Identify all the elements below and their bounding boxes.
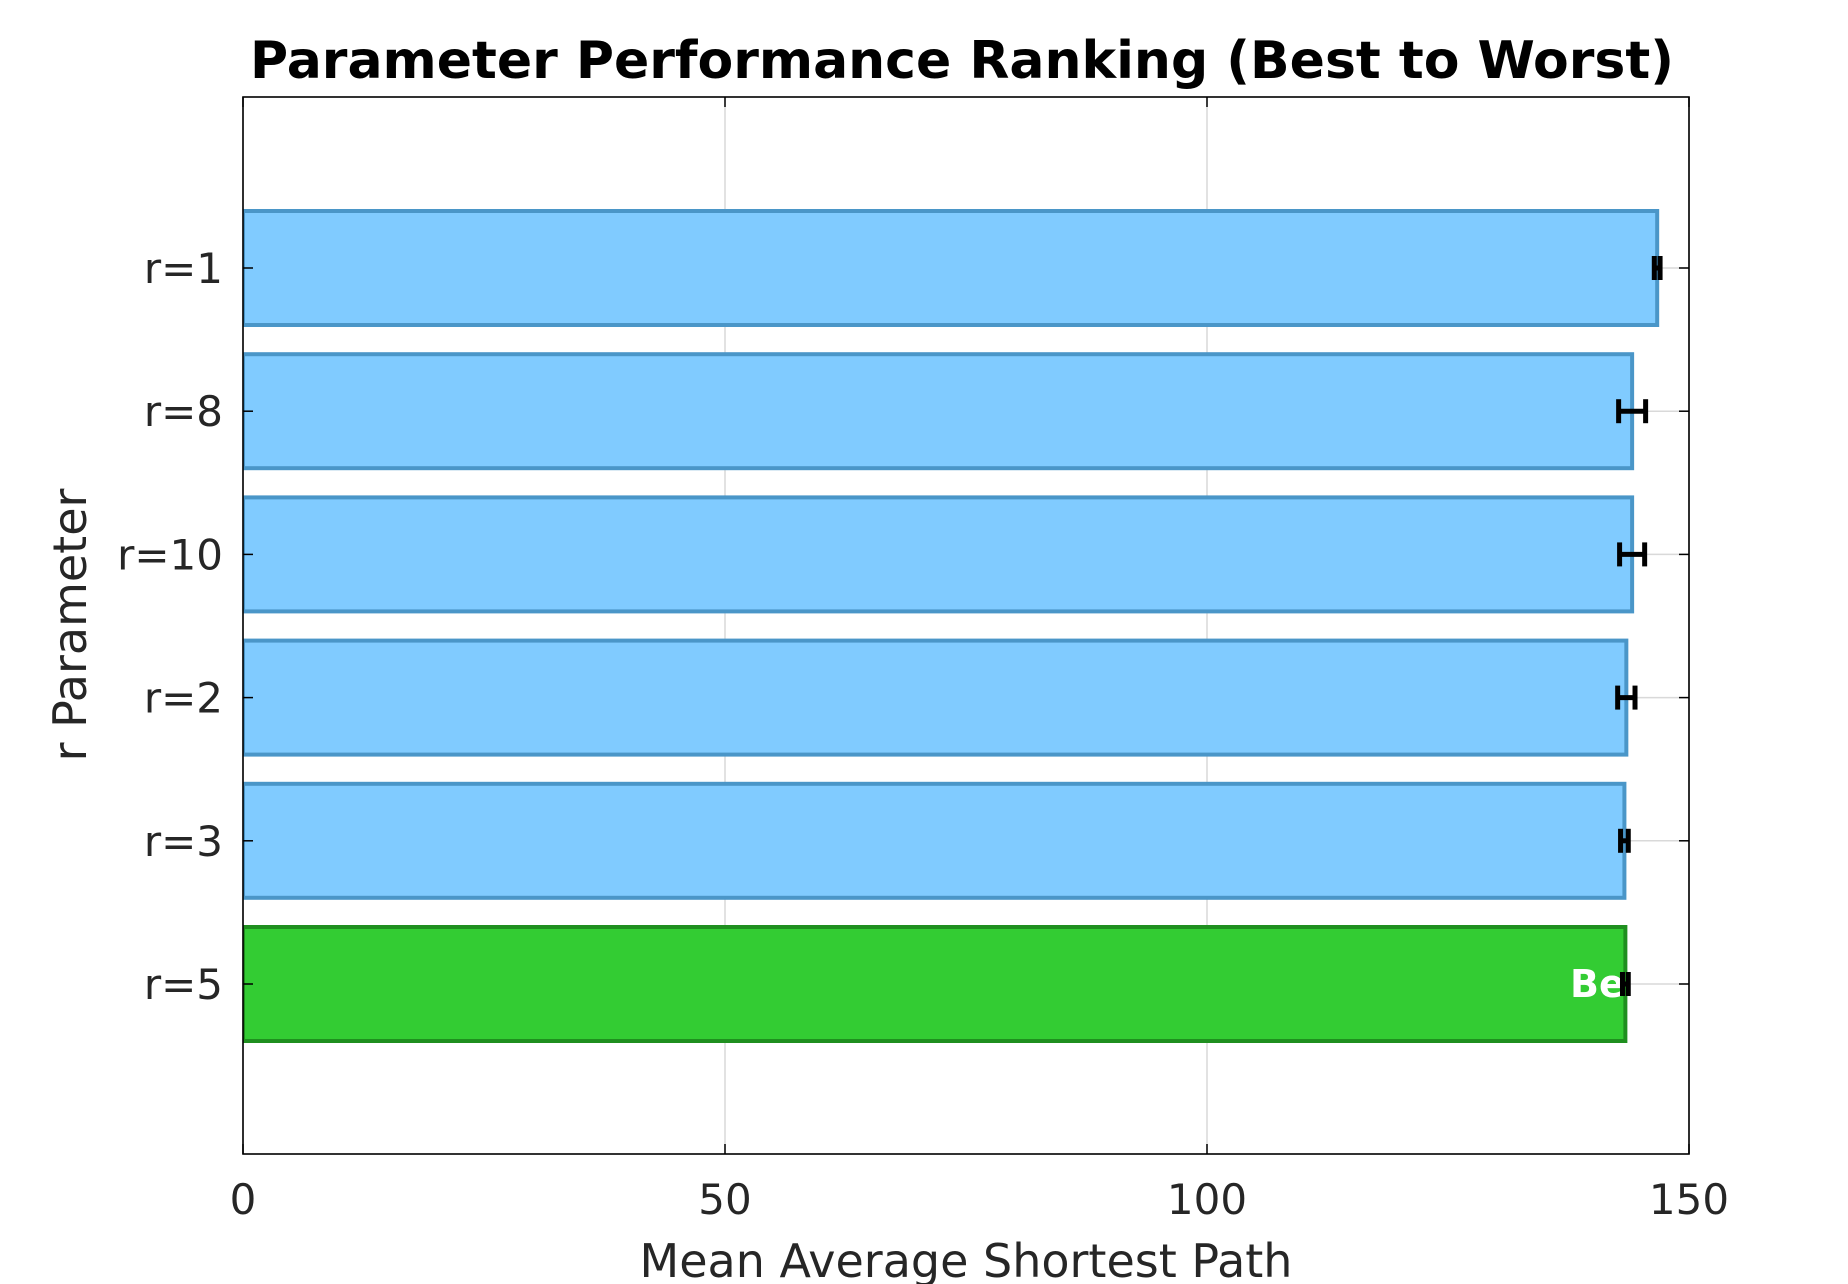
bar (243, 781, 1627, 900)
x-tick-label: 100 (1167, 1175, 1247, 1224)
bar (243, 925, 1628, 1043)
bar (243, 352, 1635, 471)
error-bar (1615, 685, 1638, 710)
y-tick-label: r=10 (117, 530, 223, 579)
x-tick-label: 50 (698, 1175, 751, 1224)
y-tick-label: r=3 (144, 817, 223, 866)
best-annotation: Be (1570, 962, 1625, 1006)
error-bar (1616, 399, 1649, 424)
bar (243, 638, 1629, 757)
y-tick-label: r=1 (144, 244, 223, 293)
error-bar (1619, 972, 1631, 996)
y-tick-label: r=2 (144, 674, 223, 723)
y-tick-label: r=8 (144, 387, 223, 436)
error-bar (1651, 256, 1663, 280)
x-tick-label: 150 (1649, 1175, 1729, 1224)
bar (243, 495, 1635, 614)
bar (243, 209, 1660, 327)
error-bar (1618, 828, 1631, 853)
plot-frame (242, 96, 1690, 1155)
y-tick-label: r=5 (144, 960, 223, 1009)
x-tick-label: 0 (230, 1175, 257, 1224)
chart-title: Parameter Performance Ranking (Best to W… (250, 31, 1674, 91)
y-axis-label: r Parameter (43, 488, 97, 761)
error-bar (1617, 542, 1648, 567)
x-axis-label: Mean Average Shortest Path (640, 1234, 1293, 1284)
